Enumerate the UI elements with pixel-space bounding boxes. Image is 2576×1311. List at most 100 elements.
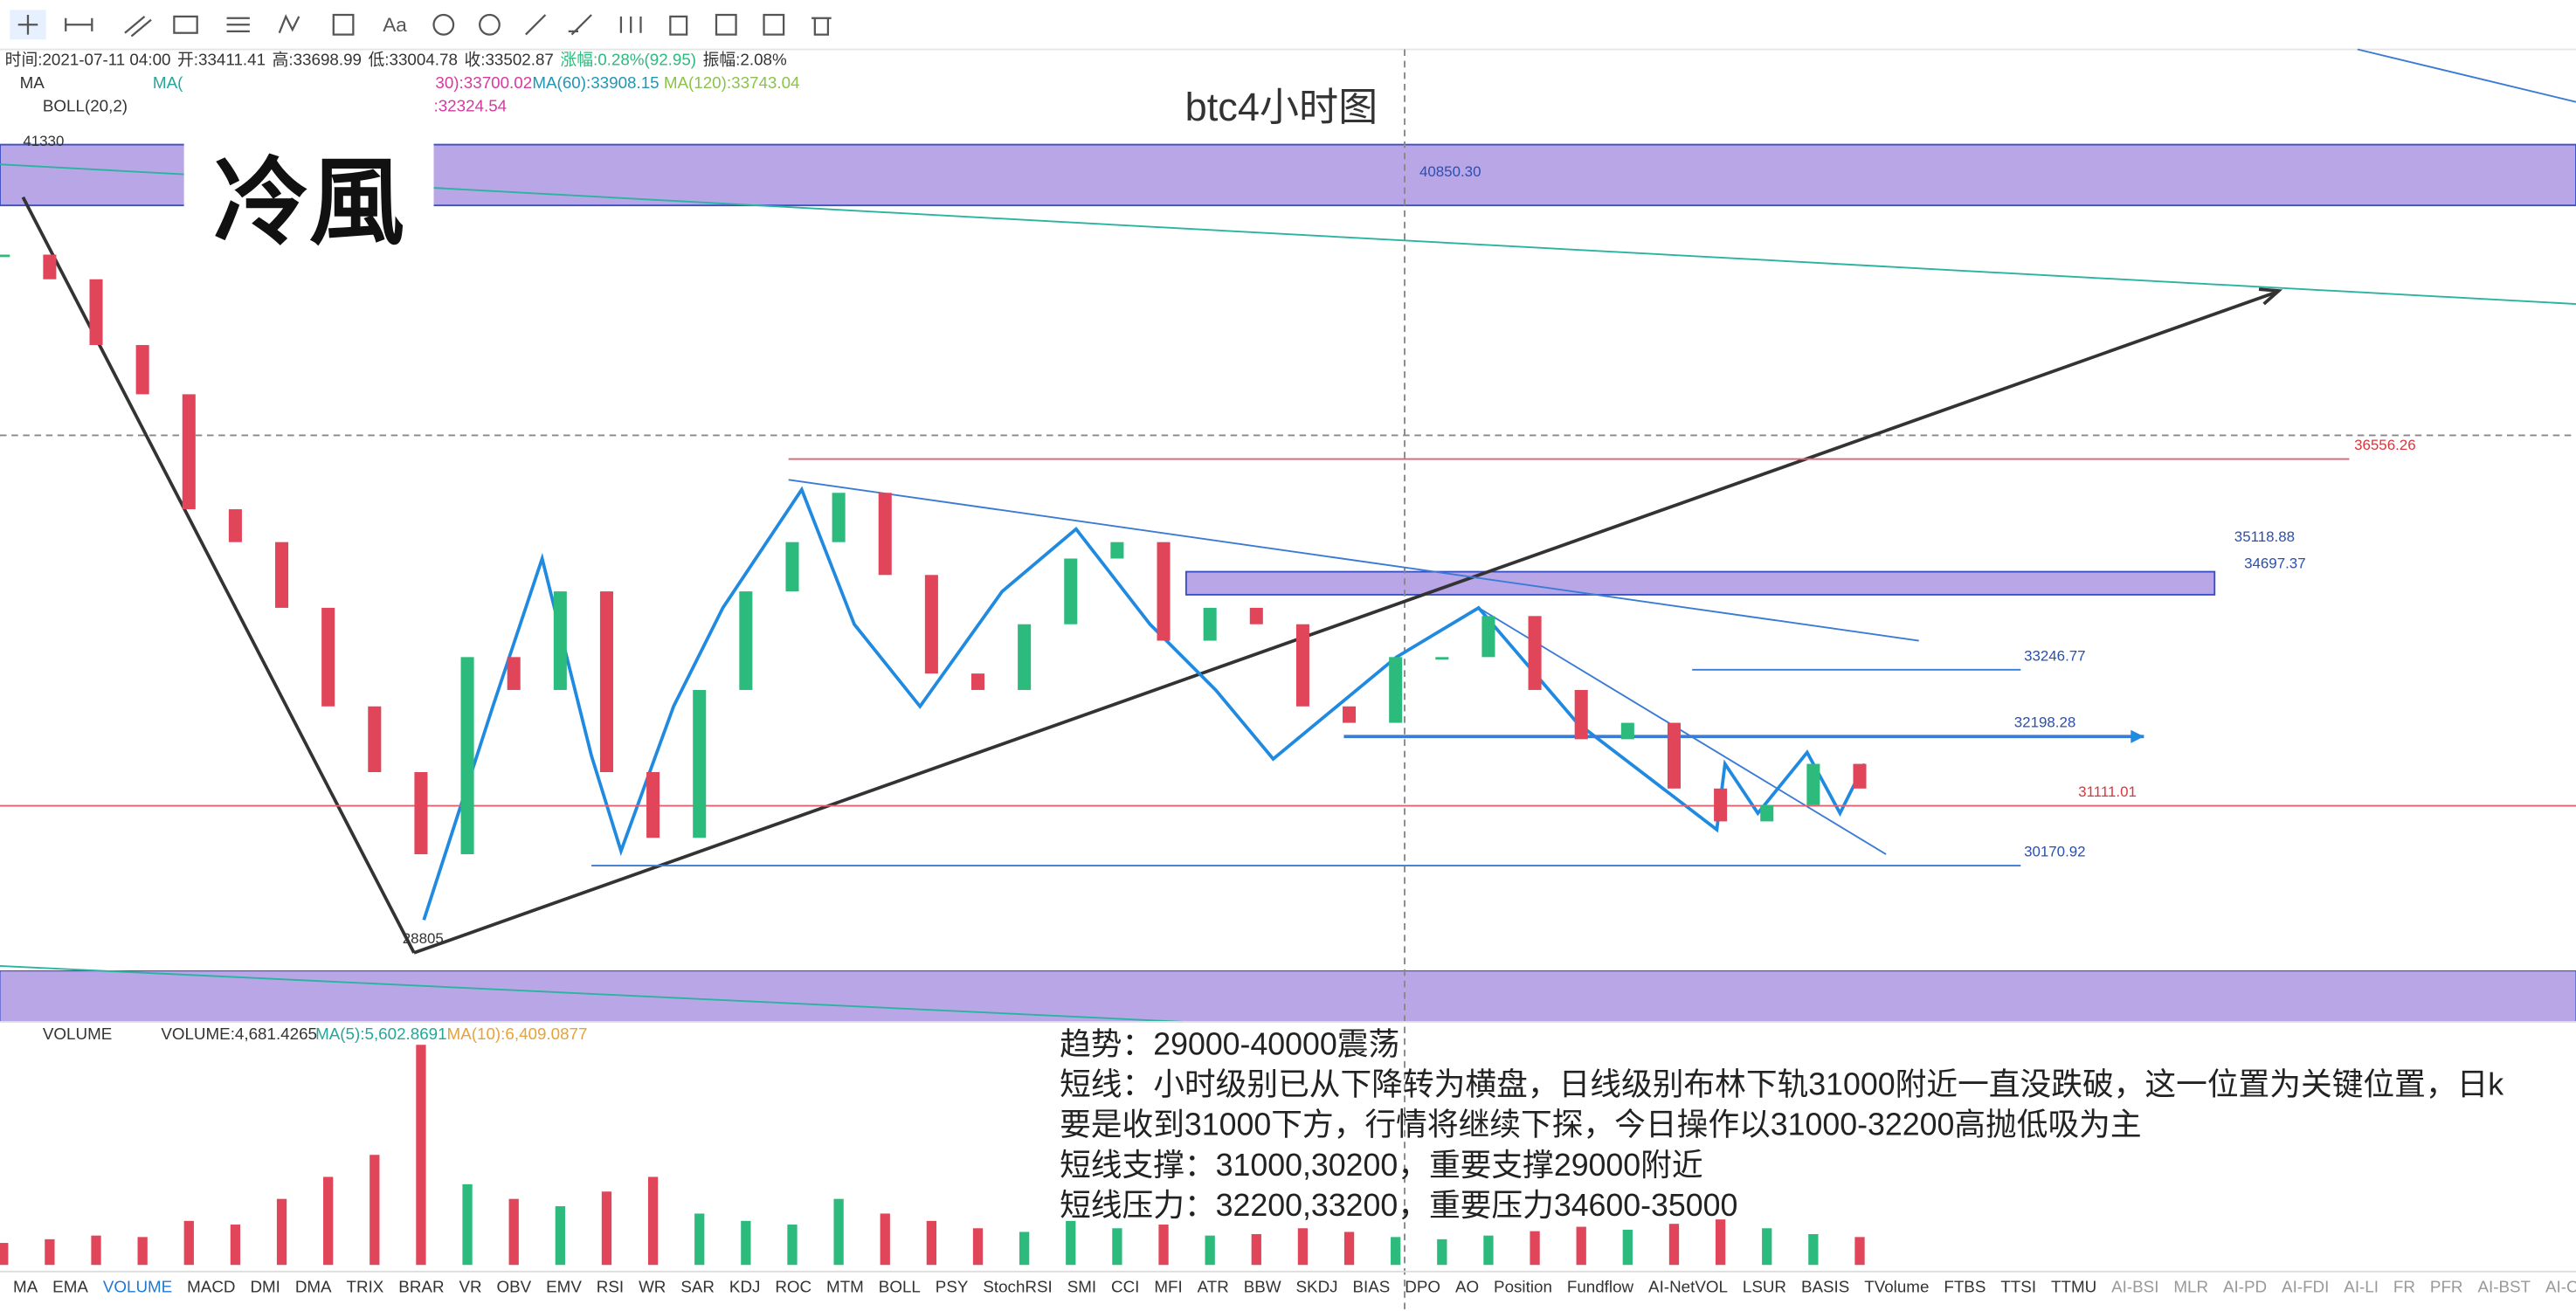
volume-bar — [926, 1220, 937, 1266]
indicator-tab[interactable]: KDJ — [729, 1278, 761, 1296]
indicator-tab[interactable]: SAR — [680, 1278, 715, 1296]
volume-bar — [1158, 1225, 1169, 1266]
indicator-tab[interactable]: BASIS — [1801, 1278, 1849, 1296]
candle — [1620, 722, 1634, 740]
indicator-tab[interactable]: MFI — [1154, 1278, 1182, 1296]
tool-copy[interactable] — [715, 13, 737, 36]
tool-brush[interactable] — [568, 14, 592, 36]
tool-pen[interactable] — [525, 14, 547, 36]
volume-bar — [555, 1206, 565, 1266]
volume-bar — [1297, 1228, 1309, 1266]
indicator-tab[interactable]: AI-BST — [2477, 1278, 2531, 1296]
indicator-tab[interactable]: MACD — [187, 1278, 235, 1296]
price-label: 41330 — [23, 133, 64, 149]
indicator-tab[interactable]: MA — [13, 1278, 38, 1296]
volume-bar — [1530, 1231, 1540, 1266]
candle — [1157, 542, 1171, 641]
tool-cross[interactable] — [17, 15, 38, 35]
indicator-tab[interactable]: MLR — [2173, 1278, 2208, 1296]
volume-bar — [1762, 1228, 1772, 1266]
logo: 冷風 — [213, 150, 404, 257]
candle — [368, 706, 382, 772]
volume-bar — [0, 1243, 9, 1266]
indicator-tab[interactable]: AI-CMLSI — [2545, 1278, 2576, 1296]
indicator-tab[interactable]: AI-FDI — [2282, 1278, 2329, 1296]
indicator-tab[interactable]: BRAR — [398, 1278, 444, 1296]
indicator-tab[interactable]: LSUR — [1743, 1278, 1786, 1296]
volume-bar — [1576, 1226, 1586, 1266]
volume-bar — [1391, 1237, 1401, 1266]
indicator-tab[interactable]: FR — [2393, 1278, 2415, 1296]
indicator-tab[interactable]: Position — [1494, 1278, 1552, 1296]
annotation-line: 要是收到31000下方，行情将继续下探，今日操作以31000-32200高抛低吸… — [1060, 1107, 2142, 1142]
indicator-tab[interactable]: PFR — [2430, 1278, 2463, 1296]
volume-bar — [1854, 1237, 1865, 1266]
tool-fib[interactable] — [226, 17, 250, 32]
candle — [599, 591, 613, 772]
trend-line — [413, 291, 2276, 955]
tool-lock[interactable] — [619, 16, 642, 33]
indicator-tab[interactable]: FTBS — [1944, 1278, 1986, 1296]
indicator-tab[interactable]: TRIX — [347, 1278, 384, 1296]
tool-magnet2[interactable] — [479, 13, 501, 36]
annotation: 趋势：29000-40000震荡短线：小时级别已从下降转为横盘，日线级别布林下轨… — [1060, 1027, 2503, 1223]
info-item: 低:33004.78 — [369, 51, 458, 69]
indicator-tab[interactable]: TTSI — [2000, 1278, 2036, 1296]
volume-bar — [45, 1239, 55, 1266]
indicator-tab[interactable]: EMA — [52, 1278, 88, 1296]
ma-legend: MA(120):33743.04 — [664, 73, 800, 92]
tool-text[interactable]: Aa — [383, 14, 407, 36]
volume-bar — [1808, 1233, 1819, 1266]
ma-label: MA — [20, 73, 45, 92]
indicator-tab[interactable]: AO — [1455, 1278, 1479, 1296]
indicator-tab[interactable]: Fundflow — [1567, 1278, 1634, 1296]
indicator-tab[interactable]: BOLL — [879, 1278, 921, 1296]
annotation-line: 短线支撑：31000,30200，重要支撑29000附近 — [1060, 1148, 1703, 1183]
tool-wave[interactable] — [278, 14, 300, 34]
volume-bar — [369, 1155, 380, 1266]
indicator-tab[interactable]: BIAS — [1353, 1278, 1391, 1296]
tool-hide[interactable] — [669, 15, 688, 36]
indicator-tab[interactable]: BBW — [1244, 1278, 1281, 1296]
tool-magnet[interactable] — [432, 13, 455, 36]
volume-bar — [972, 1228, 984, 1266]
volume-bar — [1205, 1235, 1215, 1266]
indicator-tab[interactable]: TTMU — [2051, 1278, 2096, 1296]
candle — [89, 279, 103, 346]
indicator-tab[interactable]: AI-LI — [2344, 1278, 2379, 1296]
indicator-tab[interactable]: CCI — [1111, 1278, 1139, 1296]
tool-measure[interactable] — [332, 13, 355, 36]
indicator-tab[interactable]: EMV — [546, 1278, 582, 1296]
indicator-tab[interactable]: AI-BSI — [2111, 1278, 2158, 1296]
candle — [1714, 788, 1728, 822]
indicator-tab[interactable]: OBV — [497, 1278, 532, 1296]
indicator-tab[interactable]: AI-NetVOL — [1648, 1278, 1728, 1296]
candle — [135, 345, 149, 395]
indicator-tab[interactable]: WR — [639, 1278, 666, 1296]
indicator-tab[interactable]: TVolume — [1864, 1278, 1929, 1296]
indicator-tab[interactable]: VOLUME — [103, 1278, 172, 1296]
tool-line[interactable] — [65, 17, 93, 31]
indicator-tab[interactable]: ROC — [775, 1278, 811, 1296]
tool-channel[interactable] — [124, 16, 152, 38]
indicator-tab[interactable]: ATR — [1198, 1278, 1229, 1296]
volume-legend: MA(10):6,409.0877 — [447, 1025, 588, 1043]
indicator-tab[interactable]: StochRSI — [983, 1278, 1052, 1296]
indicator-tab[interactable]: SMI — [1067, 1278, 1096, 1296]
tool-delete[interactable] — [811, 17, 832, 36]
indicator-tab[interactable]: DPO — [1405, 1278, 1440, 1296]
price-label: 35118.88 — [2234, 528, 2295, 545]
indicator-tab[interactable]: PSY — [936, 1278, 969, 1296]
indicator-tab[interactable]: RSI — [597, 1278, 624, 1296]
tool-edit[interactable] — [763, 13, 785, 36]
indicator-tab[interactable]: AI-PD — [2223, 1278, 2267, 1296]
indicator-tab[interactable]: VR — [459, 1278, 481, 1296]
tool-rect[interactable] — [173, 15, 198, 34]
volume-bar — [137, 1237, 148, 1266]
indicator-tab[interactable]: SKDJ — [1296, 1278, 1338, 1296]
indicator-tab[interactable]: DMA — [295, 1278, 332, 1296]
mid-band — [1184, 570, 2216, 596]
indicator-tab[interactable]: DMI — [250, 1278, 280, 1296]
indicator-tab[interactable]: MTM — [826, 1278, 864, 1296]
